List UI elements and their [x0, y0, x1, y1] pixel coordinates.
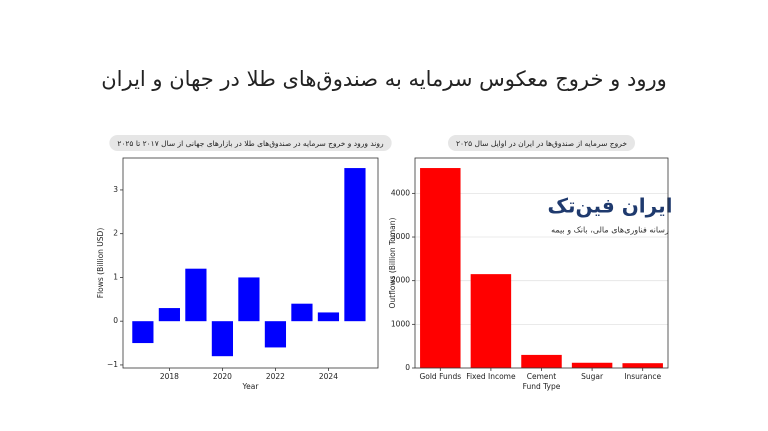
bar	[132, 321, 154, 344]
bar	[420, 168, 461, 368]
x-tick-label: Sugar	[581, 372, 604, 381]
x-tick-label: 2018	[160, 372, 179, 381]
chart-title: روند ورود و خروج سرمایه در صندوق‌های طلا…	[117, 139, 384, 148]
bar	[571, 362, 613, 368]
x-tick-label: 2022	[266, 372, 285, 381]
x-tick-label: Fixed Income	[466, 372, 516, 381]
y-axis-label: Outflows (Billion Toman)	[388, 217, 397, 308]
bar	[264, 321, 287, 348]
page-title: ورود و خروج معکوس سرمایه به صندوق‌های طل…	[101, 67, 667, 92]
y-tick-label: 0	[405, 363, 410, 372]
y-axis-label: Flows (Billion USD)	[96, 228, 105, 299]
bar	[158, 308, 180, 322]
x-axis-label: Year	[242, 382, 260, 391]
bar	[470, 274, 512, 368]
y-tick-label: 2	[113, 229, 118, 238]
bar	[344, 168, 366, 322]
y-tick-label: 3000	[391, 232, 410, 241]
chart-title-bg	[447, 135, 636, 151]
bar	[521, 354, 562, 368]
bar	[317, 312, 340, 322]
plot-frame	[122, 157, 379, 369]
y-tick-label: 3	[113, 185, 118, 194]
bar	[291, 303, 313, 322]
bar	[211, 321, 234, 357]
x-tick-label: 2024	[319, 372, 338, 381]
y-tick-label: 4000	[391, 188, 410, 197]
x-tick-label: Cement	[527, 372, 557, 381]
plot-frame	[414, 157, 669, 369]
bar	[622, 363, 663, 368]
y-tick-label: −1	[107, 360, 118, 369]
chart-title-bg	[109, 135, 392, 151]
x-tick-label: Insurance	[624, 372, 661, 381]
y-tick-label: 2000	[391, 276, 410, 285]
bar	[185, 268, 207, 322]
y-tick-label: 0	[113, 316, 118, 325]
x-tick-label: 2020	[213, 372, 232, 381]
bar	[238, 277, 260, 322]
x-tick-label: Gold Funds	[419, 372, 461, 381]
chart-title: خروج سرمایه از صندوق‌ها در ایران در اوای…	[456, 139, 627, 148]
y-tick-label: 1	[113, 272, 118, 281]
logo-name: ایران فین‌تک	[548, 194, 673, 218]
y-tick-label: 1000	[391, 319, 410, 328]
x-axis-label: Fund Type	[523, 382, 561, 391]
logo-tagline: رسانه فناوری‌های مالی، بانک و بیمه	[551, 226, 669, 235]
